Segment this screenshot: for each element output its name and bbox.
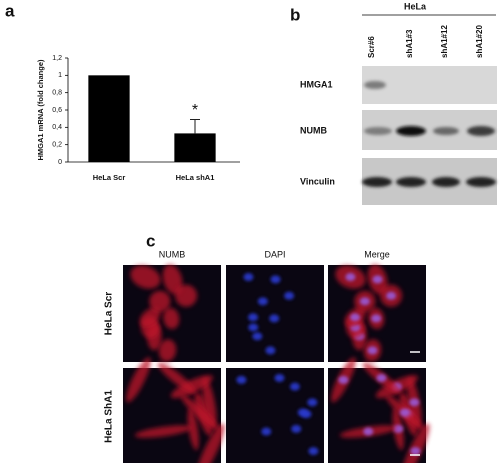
band xyxy=(433,127,459,135)
nucleus xyxy=(274,373,285,382)
lane-label: shA1#20 xyxy=(475,25,484,58)
nucleus xyxy=(289,382,300,391)
nucleus xyxy=(410,447,421,456)
nucleus xyxy=(243,273,254,282)
y-tick-label: 1,2 xyxy=(52,55,62,62)
nucleus xyxy=(359,297,370,306)
error-bar xyxy=(190,119,200,134)
nucleus xyxy=(399,408,410,417)
row-label: HMGA1 xyxy=(300,79,333,89)
panel-label: b xyxy=(290,5,300,24)
micrograph-content xyxy=(130,264,198,362)
band xyxy=(396,177,426,187)
cell xyxy=(196,423,225,463)
y-tick-label: 0,6 xyxy=(52,107,62,114)
cell xyxy=(180,395,219,430)
row-label: HeLa ShA1 xyxy=(104,390,115,443)
nucleus xyxy=(252,332,263,341)
row-label: Vinculin xyxy=(300,176,335,186)
bar xyxy=(174,133,216,162)
y-tick-label: 0,4 xyxy=(52,124,62,131)
annotation: * xyxy=(192,102,198,119)
cell xyxy=(162,264,183,295)
bar xyxy=(88,75,130,162)
column-label: DAPI xyxy=(264,249,285,259)
band xyxy=(432,177,460,187)
band xyxy=(396,126,426,136)
cell xyxy=(175,284,198,307)
nucleus xyxy=(284,291,295,300)
lane-label: Scr#6 xyxy=(367,36,376,58)
cell xyxy=(157,362,196,394)
nucleus xyxy=(371,314,382,323)
band xyxy=(467,126,495,136)
cell xyxy=(139,307,161,328)
cell xyxy=(126,357,151,403)
nucleus xyxy=(308,447,319,456)
row-label: HeLa Scr xyxy=(104,292,115,335)
nucleus xyxy=(307,398,318,407)
y-axis-label: HMGA1 mRNA (fold change) xyxy=(36,59,45,160)
micrograph-content xyxy=(236,373,319,456)
nucleus xyxy=(248,313,259,322)
micrograph-content xyxy=(243,273,295,355)
nucleus xyxy=(270,275,281,284)
band xyxy=(362,177,392,187)
cell xyxy=(202,377,217,428)
band xyxy=(364,81,386,89)
nucleus xyxy=(372,275,383,284)
nucleus xyxy=(376,373,387,382)
micrograph-content xyxy=(126,357,225,463)
bar-chart: 0 0,2 0,4 0,6 0,8 1 1,2 HeLa Scr HeLa shA1 * xyxy=(52,55,240,182)
nucleus xyxy=(363,427,374,436)
nucleus xyxy=(265,346,276,355)
y-tick-label: 0,8 xyxy=(52,90,62,97)
nucleus xyxy=(386,291,397,300)
column-label: NUMB xyxy=(159,249,186,259)
nucleus xyxy=(257,297,268,306)
x-tick-label: HeLa shA1 xyxy=(176,173,215,182)
cell xyxy=(149,290,171,312)
nucleus xyxy=(367,346,378,355)
nucleus xyxy=(269,314,280,323)
micrograph-content xyxy=(331,357,430,463)
panel-label: c xyxy=(146,231,155,250)
y-tick-label: 1 xyxy=(58,72,62,79)
panel-label: a xyxy=(5,1,15,20)
cell xyxy=(187,407,199,451)
lane-label: shA1#12 xyxy=(440,25,449,58)
y-tick-label: 0 xyxy=(58,159,62,166)
cell xyxy=(158,339,177,362)
nucleus xyxy=(345,273,356,282)
cell xyxy=(134,425,192,438)
nucleus xyxy=(291,424,302,433)
microscopy-grid: NUMB DAPI Merge HeLa Scr HeLa ShA1 xyxy=(104,249,430,463)
western-blot: HeLa Scr#6 shA1#3 shA1#12 shA1#20 HMGA1 NUMB V… xyxy=(300,1,497,205)
nucleus xyxy=(409,398,420,407)
blot-header: HeLa xyxy=(404,1,427,11)
band xyxy=(466,177,496,187)
cell xyxy=(130,265,161,289)
nucleus xyxy=(350,313,361,322)
nucleus xyxy=(236,375,247,384)
nucleus xyxy=(338,375,349,384)
band xyxy=(364,127,392,135)
lane-label: shA1#3 xyxy=(405,29,414,58)
micrograph-content xyxy=(335,264,420,362)
row-label: NUMB xyxy=(300,125,327,135)
nucleus xyxy=(297,408,308,417)
x-tick-label: HeLa Scr xyxy=(93,173,126,182)
column-label: Merge xyxy=(364,249,390,259)
nucleus xyxy=(248,323,259,332)
y-tick-label: 0,2 xyxy=(52,142,62,149)
nucleus xyxy=(261,427,272,436)
cell xyxy=(163,307,180,330)
